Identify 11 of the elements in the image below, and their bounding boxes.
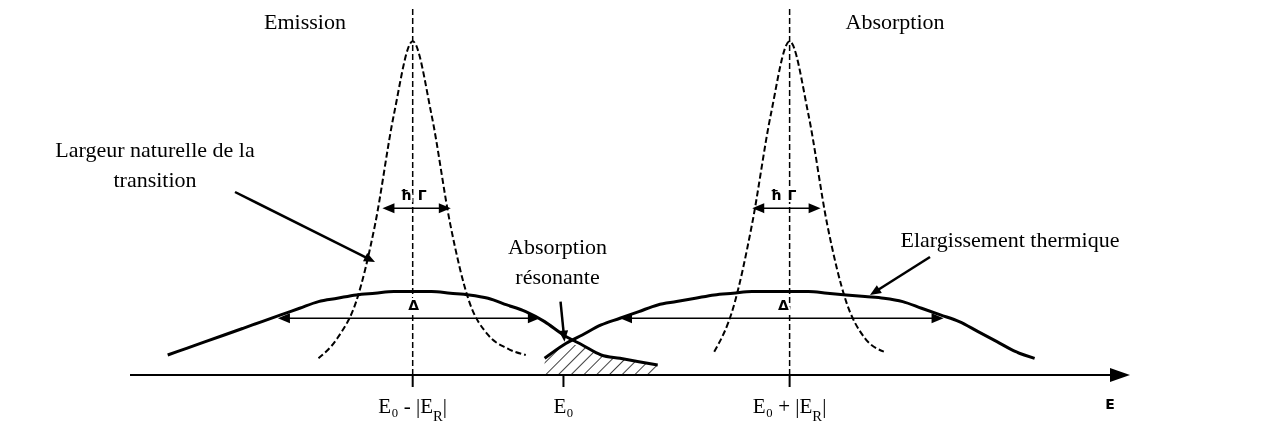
x-tick-label: E₀ + |E$_{R}$| xyxy=(752,394,827,424)
annotation: Δ xyxy=(777,297,795,314)
x-axis-title: E xyxy=(1105,396,1115,412)
annotation: Absorption résonante xyxy=(507,232,608,291)
text: Absorption xyxy=(845,9,945,35)
annotation: Elargissement thermique xyxy=(900,226,1120,254)
annotation: ħΓ xyxy=(400,187,433,204)
x-tick-label: E₀ - |E$_{R}$| xyxy=(378,394,448,424)
text: Emission xyxy=(264,9,346,35)
annotation: Largeur naturelle de la transition xyxy=(54,136,256,194)
x-tick-label: E₀ xyxy=(553,394,574,418)
